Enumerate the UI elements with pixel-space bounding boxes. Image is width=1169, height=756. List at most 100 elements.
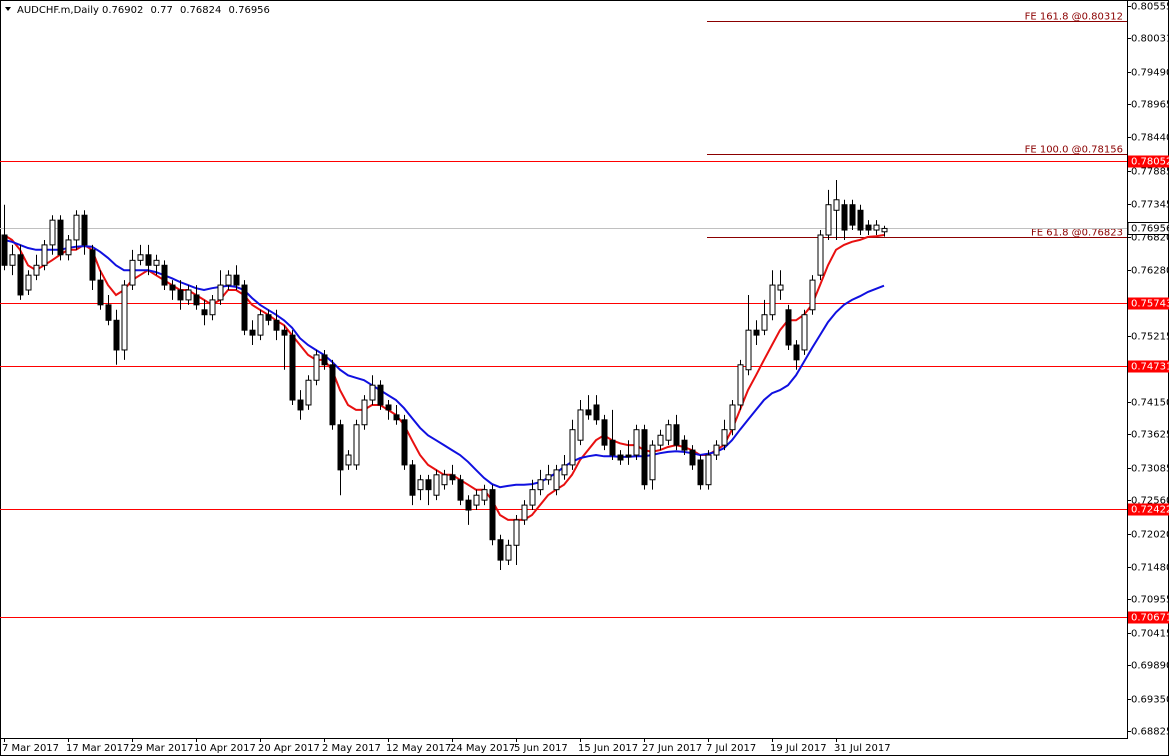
y-tick-label: 0.78965 [1131, 100, 1169, 111]
candle-body [641, 429, 648, 486]
candle-body [449, 474, 456, 481]
candle-body [593, 404, 600, 421]
candle-body [553, 469, 560, 491]
candle-body [657, 434, 664, 446]
candle-body [545, 474, 552, 481]
candle-body [217, 284, 224, 301]
candle-body [497, 539, 504, 561]
candle-body [345, 454, 352, 466]
candle-body [729, 404, 736, 431]
ohlc-header: 0.76902 0.77 0.76824 0.76956 [102, 5, 270, 16]
candle-body [601, 419, 608, 446]
header-high: 0.77 [151, 5, 173, 16]
candle-body [441, 474, 448, 486]
candle-body [705, 454, 712, 486]
level-label-box [1128, 155, 1169, 168]
y-tick-label: 0.74150 [1131, 398, 1169, 409]
candle-body [193, 294, 200, 306]
x-tick-label: 27 Jun 2017 [642, 743, 702, 754]
candle-body [833, 199, 840, 211]
y-tick-label: 0.69890 [1131, 661, 1169, 672]
level-label: 0.78052 [1131, 157, 1169, 168]
candle-body [537, 479, 544, 491]
candle-body [313, 354, 320, 381]
candle-body [137, 254, 144, 261]
candle-body [353, 424, 360, 466]
candle-body [161, 264, 168, 286]
x-tick-label: 20 Apr 2017 [258, 743, 320, 754]
y-tick-label: 0.79490 [1131, 68, 1169, 79]
candle-body [281, 329, 288, 336]
y-tick-label: 0.77885 [1131, 167, 1169, 178]
moving-average [3, 238, 885, 489]
candle-body [881, 227, 888, 233]
y-tick-label: 0.69350 [1131, 695, 1169, 706]
candle-body [57, 219, 64, 256]
candle-body [433, 474, 440, 496]
candle-body [625, 454, 632, 458]
candle-body [793, 344, 800, 361]
y-tick-label: 0.76820 [1131, 233, 1169, 244]
candle-body [257, 314, 264, 336]
y-tick-label: 0.77345 [1131, 200, 1169, 211]
candle-body [41, 244, 48, 266]
y-tick-label: 0.73085 [1131, 464, 1169, 475]
candle-body [721, 429, 728, 446]
menu-triangle [5, 7, 11, 11]
symbol-title: AUDCHF.m,Daily [17, 5, 99, 16]
candle-body [369, 384, 376, 401]
x-tick-label: 5 Jun 2017 [514, 743, 568, 754]
candle-body [297, 399, 304, 411]
fib-label: FE 61.8 @0.76823 [1031, 228, 1123, 239]
candle-body [361, 399, 368, 426]
candle-body [185, 289, 192, 301]
y-tick-label: 0.72560 [1131, 496, 1169, 507]
candle-body [17, 254, 24, 296]
candle-body [633, 429, 640, 456]
candle-body [785, 309, 792, 346]
candle-body [113, 319, 120, 351]
candle-body [825, 204, 832, 236]
y-tick-label: 0.70415 [1131, 629, 1169, 640]
candle-body [761, 314, 768, 331]
x-tick-label: 2 May 2017 [322, 743, 381, 754]
candle-body [769, 284, 776, 316]
level-label: 0.74731 [1131, 362, 1169, 373]
candle-body [737, 364, 744, 406]
y-tick-label: 0.78440 [1131, 133, 1169, 144]
candle-body [513, 519, 520, 546]
candle-body [673, 424, 680, 446]
candle-body [489, 489, 496, 541]
candle-body [481, 489, 488, 501]
candle-body [385, 404, 392, 411]
candle-body [609, 439, 616, 456]
x-tick-label: 12 May 2017 [386, 743, 451, 754]
level-label-box [1128, 611, 1169, 624]
candle-body [153, 259, 160, 266]
candle-body [457, 479, 464, 501]
x-tick-label: 29 Mar 2017 [130, 743, 193, 754]
candle-body [273, 319, 280, 331]
y-tick-label: 0.68825 [1131, 727, 1169, 738]
x-tick-label: 10 Apr 2017 [194, 743, 256, 754]
candle-body [505, 544, 512, 561]
candle-body [145, 254, 152, 266]
candle-body [529, 489, 536, 506]
candle-body [265, 314, 272, 321]
candle-body [681, 439, 688, 451]
header-close: 0.76956 [229, 5, 270, 16]
candle-body [689, 449, 696, 466]
candle-body [857, 209, 864, 231]
candle-body [417, 479, 424, 491]
candle-body [73, 214, 80, 241]
x-tick-label: 24 May 2017 [450, 743, 515, 754]
y-tick-label: 0.76280 [1131, 266, 1169, 277]
x-tick-label: 17 Mar 2017 [66, 743, 129, 754]
candle-body [465, 499, 472, 511]
candle-body [169, 284, 176, 291]
candle-body [665, 424, 672, 441]
candle-body [9, 254, 16, 266]
